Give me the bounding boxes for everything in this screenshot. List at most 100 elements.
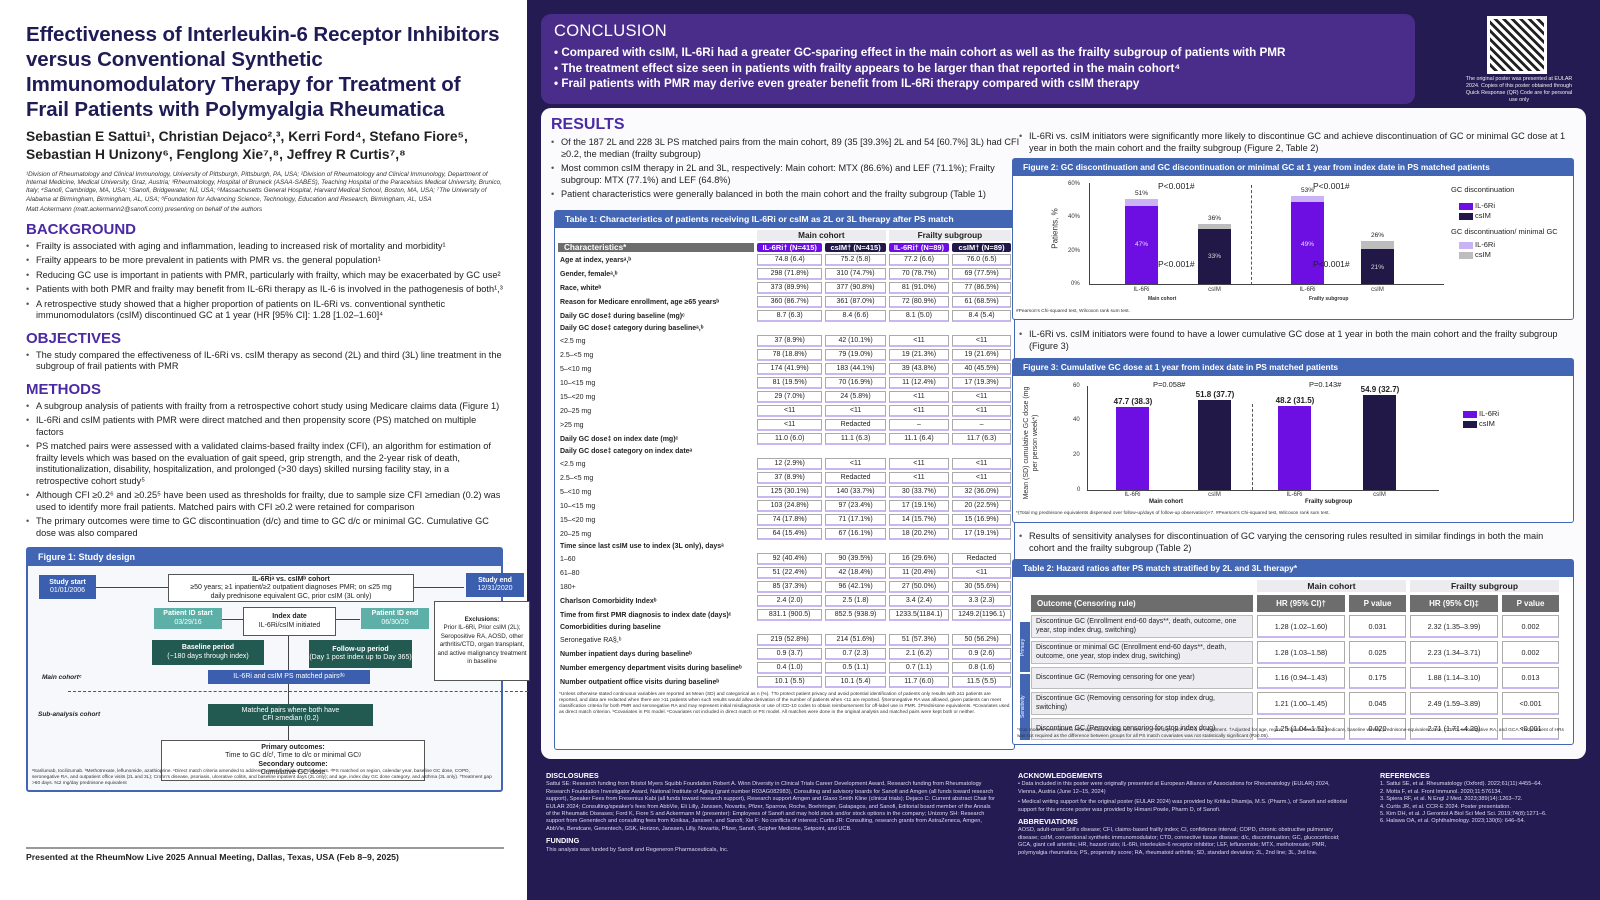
col-csim-frail: csIM† (N=89) bbox=[952, 243, 1011, 252]
connector bbox=[288, 684, 289, 705]
figure3-title: Figure 3: Cumulative GC dose at 1 year f… bbox=[1013, 359, 1573, 376]
p-value: P=0.058# bbox=[1153, 380, 1186, 389]
table-cell: 1.16 (0.94–1.43) bbox=[1257, 667, 1346, 689]
table-cell bbox=[952, 542, 1011, 551]
figure2: Figure 2: GC discontinuation and GC disc… bbox=[1012, 158, 1574, 320]
table-cell bbox=[889, 542, 949, 551]
table-row: 2.5–<5 mg 78 (18.8%) 79 (19.0%) 19 (21.3%) 1… bbox=[558, 349, 1011, 361]
table-cell bbox=[757, 623, 822, 632]
ytick: 60% bbox=[1068, 181, 1081, 187]
connector bbox=[336, 619, 360, 621]
list-item: Frailty appears to be more prevalent in … bbox=[26, 255, 503, 267]
table-cell: 0.020 bbox=[1349, 718, 1406, 740]
table-row: Discontinue or minimal GC (Enrollment en… bbox=[1031, 641, 1559, 664]
table-cell: 40 (45.5%) bbox=[952, 363, 1011, 375]
table-cell: 2.4 (2.0) bbox=[757, 595, 823, 607]
bar-min-csim-main bbox=[1198, 224, 1231, 229]
table-row: Daily GC dose‡ category on index dateᵃ bbox=[558, 447, 1011, 456]
study-start-label: Study start bbox=[49, 578, 86, 586]
row-label: 2.5–<5 mg bbox=[560, 474, 594, 482]
affiliations: ¹Division of Rheumatology and Clinical I… bbox=[26, 171, 502, 203]
table-cell: 17 (19.1%) bbox=[952, 528, 1011, 540]
patient-id-start-box: Patient ID start 03/29/16 bbox=[154, 608, 222, 630]
acknowledgements-section: ACKNOWLEDGEMENTS • Data included in this… bbox=[1018, 772, 1348, 857]
col-il6ri-main: IL-6Ri† (N=415) bbox=[757, 243, 823, 252]
table-cell: 97 (23.4%) bbox=[825, 500, 886, 512]
ytick: 60 bbox=[1073, 383, 1080, 389]
outcome-cell: Discontinue or minimal GC (Enrollment en… bbox=[1031, 641, 1253, 664]
table-cell: <11 bbox=[888, 391, 950, 403]
table-cell: 3.4 (2.4) bbox=[888, 595, 950, 607]
table2-footnote: *Cox models were used to estimate hazard… bbox=[1017, 728, 1564, 739]
figure2-ylabel: Patients, % bbox=[1050, 208, 1060, 249]
p-value: P<0.001# bbox=[1158, 259, 1195, 269]
figure1-title: Figure 1: Study design bbox=[28, 549, 501, 567]
abbr-text: AOSD, adult-onset Still's disease; CFI, … bbox=[1018, 827, 1340, 856]
reference-item: 5. Kim DH, et al. J Gerontol A Biol Sci … bbox=[1380, 811, 1547, 818]
table-cell bbox=[889, 447, 949, 456]
exclusions-title: Exclusions: bbox=[464, 615, 500, 623]
list-item: Frailty is associated with aging and inf… bbox=[26, 241, 503, 253]
methods-list: A subgroup analysis of patients with fra… bbox=[26, 401, 503, 540]
xtick: IL-6Ri bbox=[1133, 287, 1150, 293]
xtick: IL-6Ri bbox=[1286, 492, 1303, 498]
table-cell: <11 bbox=[888, 472, 950, 484]
list-item: Most common csIM therapy in 2L and 3L, r… bbox=[551, 163, 1021, 186]
table-cell bbox=[889, 324, 949, 333]
results-list-tbl2: Results of sensitivity analyses for disc… bbox=[1019, 528, 1559, 554]
bar-value: 36% bbox=[1207, 215, 1221, 222]
table-cell: 3.3 (2.3) bbox=[952, 595, 1011, 607]
xtick: IL-6Ri bbox=[1299, 287, 1316, 293]
table-row: Number inpatient days during baselineᵇ 0.… bbox=[558, 648, 1011, 660]
bar-il6ri-frail bbox=[1291, 202, 1324, 284]
legend-swatch-icon bbox=[1463, 410, 1477, 418]
row-label: Race, whiteᵇ bbox=[560, 284, 602, 292]
study-start-date: 01/01/2006 bbox=[49, 587, 86, 595]
row-label: Seronegative RA§,ᵇ bbox=[560, 636, 622, 644]
bar-il6ri-frail bbox=[1278, 406, 1311, 490]
table-cell: <11 bbox=[952, 458, 1011, 470]
legend-label: IL-6Ri bbox=[1475, 201, 1496, 210]
table-cell: 17 (19.1%) bbox=[888, 500, 950, 512]
table-cell: 74 (17.8%) bbox=[757, 514, 823, 526]
table-cell: 11.5 (5.5) bbox=[952, 676, 1011, 688]
table-cell: 74.8 (6.4) bbox=[757, 254, 823, 266]
legend-swatch-icon bbox=[1459, 202, 1473, 210]
table-cell: 32 (36.0%) bbox=[952, 486, 1011, 498]
ytick: 20 bbox=[1073, 452, 1080, 458]
row-label: Gender, femaleᵃ,ᵇ bbox=[560, 270, 618, 278]
conclusion-text: Compared with csIM, IL-6Ri had a greater… bbox=[561, 46, 1286, 59]
connector bbox=[222, 619, 244, 621]
legend-swatch-icon bbox=[1463, 420, 1477, 428]
table-cell: 19 (21.6%) bbox=[952, 349, 1011, 361]
list-item: The study compared the effectiveness of … bbox=[26, 350, 503, 373]
table-cell: 0.8 (1.6) bbox=[952, 662, 1011, 674]
table-cell: 12 (2.9%) bbox=[757, 458, 823, 470]
figure3-ylabel: Mean (SD) cumulative GC dose (mg per per… bbox=[1023, 386, 1039, 500]
table-cell: 77.2 (6.6) bbox=[888, 254, 950, 266]
table-cell bbox=[757, 542, 822, 551]
ack-text: Medical writing support for the original… bbox=[1018, 799, 1348, 813]
table-row: <2.5 mg 37 (8.9%) 42 (10.1%) <11 <11 bbox=[558, 335, 1011, 347]
group-frailty: Frailty subgroup bbox=[1409, 580, 1559, 592]
matched-cfi-box: Matched pairs where both have CFI ≥media… bbox=[208, 704, 373, 727]
list-item: PS matched pairs were assessed with a va… bbox=[26, 441, 503, 487]
qr-code-icon[interactable] bbox=[1487, 16, 1547, 74]
index-date-label: Index date bbox=[272, 613, 307, 621]
list-item: Reducing GC use is important in patients… bbox=[26, 270, 503, 282]
table-row: Daily GC dose‡ on index date (mg)ᶜ 11.0 (… bbox=[558, 433, 1011, 445]
legend-label: csIM bbox=[1475, 250, 1491, 259]
table-cell: 75.2 (5.8) bbox=[825, 254, 886, 266]
table-row: Time from first PMR diagnosis to index d… bbox=[558, 609, 1011, 621]
list-item: IL-6Ri vs. csIM initiators were found to… bbox=[1019, 329, 1559, 352]
funding-text: This analysis was funded by Sanofi and R… bbox=[546, 846, 729, 853]
ps-matched-pairs-label: IL-6Ri and csIM PS matched pairsᵈᵉ bbox=[233, 673, 345, 681]
table-row: Seronegative RA§,ᵇ 219 (52.8%) 214 (51.6%)… bbox=[558, 634, 1011, 646]
table2-body: Discontinue GC (Enrollment end-60 days**… bbox=[1031, 615, 1559, 740]
results-heading: RESULTS bbox=[551, 116, 625, 133]
list-item: • Compared with csIM, IL-6Ri had a great… bbox=[554, 46, 1286, 59]
col-hr-main: HR (95% CI)† bbox=[1257, 595, 1346, 612]
ack-text: Data included in this poster were origin… bbox=[1018, 781, 1330, 795]
group-main: Main cohort bbox=[1257, 580, 1406, 592]
divider bbox=[68, 691, 528, 693]
